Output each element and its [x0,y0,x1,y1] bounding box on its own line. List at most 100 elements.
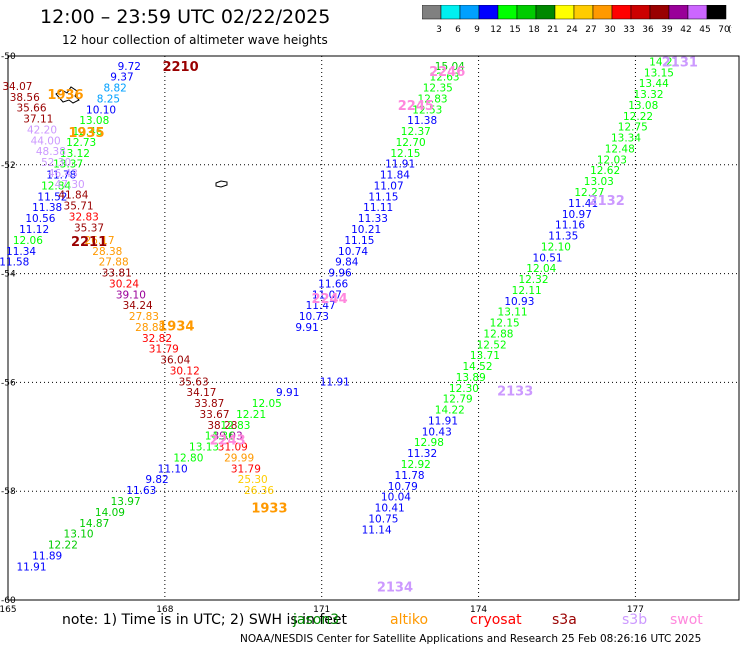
wave-height-label: 9.72 [118,61,141,73]
satellite-label-cryosat: cryosat [470,612,522,628]
wave-height-label: 39.10 [116,289,146,301]
wave-height-label: 12.80 [173,452,203,464]
scale-swatch [706,5,727,20]
scale-tick-label: 70 [718,25,730,35]
wave-height-label: 11.12 [19,224,49,236]
wave-height-label: 29.99 [224,452,254,464]
satellite-label-swot: swot [670,612,703,628]
wave-height-label: 28.88 [135,322,165,334]
wave-height-label: 13.13 [189,442,219,454]
x-tick-label: 168 [156,605,173,615]
wave-height-label: 10.79 [388,481,418,493]
wave-height-label: 30.12 [170,365,200,377]
wave-height-label: 12.53 [412,104,442,116]
plot-frame [7,55,740,601]
x-tick-label: 165 [0,605,17,615]
pass-time-label: 2131 [662,55,698,70]
wave-height-label: 11.33 [358,213,388,225]
wave-height-label: 27.83 [129,311,159,323]
pass-time-label: 2245 [398,99,434,114]
wave-height-label: 47.30 [55,179,85,191]
pass-time-label: 2243 [210,434,246,449]
wave-height-label: 11.91 [16,561,46,573]
scale-tick-label: 33 [623,25,634,35]
wave-height-label: 10.74 [338,246,368,258]
pass-time-label: 1934 [158,319,194,334]
wave-height-label: 11.07 [374,180,404,192]
wave-height-label: 12.37 [401,126,431,138]
wave-height-label: 35.66 [16,103,46,115]
wave-height-label: 12.98 [414,437,444,449]
wave-height-label: 11.32 [407,448,437,460]
wave-height-label: 11.15 [368,191,398,203]
wave-height-label: 11.15 [344,235,374,247]
wave-height-label: 26.36 [244,485,274,497]
wave-height-label: 11.38 [407,115,437,127]
wave-height-label: 12.30 [449,383,479,395]
wave-height-label: 10.73 [299,311,329,323]
wave-height-label: 11.07 [312,289,342,301]
scale-tick-label: 45 [699,25,710,35]
wave-height-label: 30.24 [109,278,139,290]
wave-height-label: 12.46 [72,126,102,138]
y-tick-label: -58 [1,487,16,497]
wave-height-label: 36.04 [160,355,190,367]
x-tick-label: 174 [470,605,487,615]
scale-tick-label: 36 [642,25,654,35]
wave-height-label: 14.22 [435,405,465,417]
wave-height-label: 52.30 [41,157,71,169]
wave-height-label: 13.89 [456,372,486,384]
wave-height-label: 32.82 [142,333,172,345]
wave-height-label: 31.79 [231,463,261,475]
scale-tick-label: 21 [547,25,558,35]
wave-height-label: 38.28 [207,420,237,432]
wave-height-label: 11.78 [46,170,76,182]
wave-height-label: 12.75 [618,122,648,134]
wave-height-label: 14.36 [205,431,235,443]
wave-height-label: 38.56 [10,92,40,104]
wave-height-label: 11.91 [385,159,415,171]
y-tick-label: -50 [1,52,16,62]
wave-height-label: 9.96 [328,268,352,280]
pass-time-label: 2211 [71,235,107,250]
wave-height-label: 11.66 [318,278,348,290]
wave-height-label: 9.84 [335,257,359,269]
pass-time-label: 2134 [377,580,413,595]
wave-height-label: 10.10 [86,104,116,116]
wave-height-label: 11.41 [568,198,598,210]
x-tick-label: 171 [313,605,330,615]
wave-height-label: 13.11 [498,307,528,319]
pass-time-label: 2210 [162,60,198,75]
wave-height-label: 10.97 [562,209,592,221]
wave-height-label: 12.06 [13,235,43,247]
wave-height-label: 32.83 [69,211,99,223]
wave-height-label: 11.91 [428,415,458,427]
wave-height-label: 11.14 [362,524,392,536]
scale-tick-label: 27 [585,25,596,35]
wave-height-label: 13.08 [628,100,658,112]
wave-height-label: 12.73 [66,137,96,149]
wave-height-label: 46.43 [48,168,78,180]
wave-height-label: 13.15 [644,67,674,79]
wave-height-label: 11.91 [320,376,350,388]
wave-height-label: 12.52 [477,339,507,351]
wave-height-label: 8.82 [103,83,126,95]
scale-tick-label: 12 [490,25,501,35]
wave-height-label: 12.32 [518,274,548,286]
wave-height-label: 11.47 [306,300,336,312]
wave-height-label: 11.10 [158,463,188,475]
y-tick-label: -52 [1,161,16,171]
wave-height-label: 15.04 [435,61,465,73]
wave-height-label: 12.35 [423,83,453,95]
island-outline [55,86,80,104]
wave-height-label: 34.24 [123,300,153,312]
y-tick-label: -54 [1,270,16,280]
wave-height-label: 12.84 [41,180,71,192]
wave-height-label: 12.21 [236,409,266,421]
wave-height-label: 13.12 [60,148,90,160]
wave-height-label: 10.93 [504,296,534,308]
wave-height-label: 44.00 [31,135,61,147]
satellite-label-s3a: s3a [552,612,577,628]
